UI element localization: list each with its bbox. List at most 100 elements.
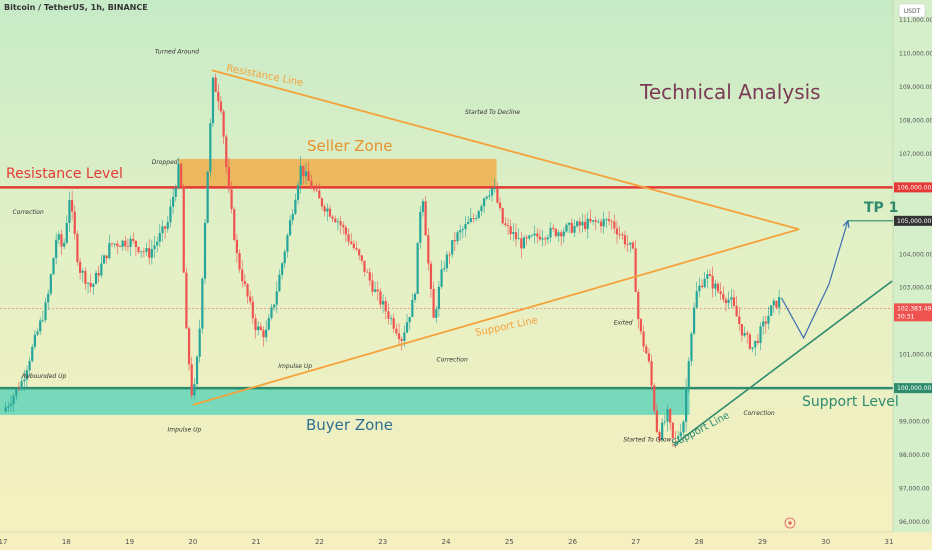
candle-body bbox=[320, 198, 324, 207]
candle-body bbox=[727, 299, 730, 303]
candle-body bbox=[132, 238, 135, 241]
candle-body bbox=[73, 211, 76, 234]
candle-body bbox=[235, 239, 239, 254]
candle-body bbox=[469, 217, 472, 222]
candle-body bbox=[60, 234, 63, 247]
date-tick-label: 22 bbox=[315, 538, 324, 546]
candle-body bbox=[671, 422, 674, 439]
price-tick-label: 103,000.00 bbox=[899, 285, 932, 292]
resistance-level-label: Resistance Level bbox=[6, 166, 123, 182]
candle-body bbox=[238, 253, 241, 270]
candle-body bbox=[778, 297, 781, 308]
currency-button-label: USDT bbox=[904, 8, 921, 15]
annotation-label: Impulse Up bbox=[278, 363, 312, 370]
annotation-label: Rebounded Up bbox=[22, 373, 67, 380]
candle-body bbox=[291, 213, 294, 221]
candle-body bbox=[560, 232, 563, 237]
candle-body bbox=[267, 318, 270, 330]
price-tick-label: 101,000.00 bbox=[899, 352, 932, 359]
candle-body bbox=[767, 315, 770, 324]
candle-body bbox=[448, 254, 451, 256]
candle-body bbox=[732, 297, 736, 306]
candle-body bbox=[280, 263, 284, 275]
candle-body bbox=[241, 269, 244, 282]
candle-body bbox=[23, 379, 26, 382]
candle-body bbox=[528, 235, 531, 239]
time-axis[interactable] bbox=[0, 532, 932, 550]
candle-body bbox=[416, 242, 419, 294]
candle-body bbox=[355, 248, 358, 250]
candle-body bbox=[477, 211, 480, 219]
trendline-1 bbox=[211, 69, 800, 231]
annotation-label: Correction bbox=[743, 410, 774, 417]
candle-body bbox=[685, 387, 688, 422]
candle-body bbox=[25, 370, 29, 380]
candle-body bbox=[653, 385, 656, 411]
annotations: Rebounded Up Correction Dropped Turned Arou… bbox=[12, 49, 774, 444]
candle-body bbox=[153, 245, 156, 250]
candle-body bbox=[381, 301, 385, 305]
candle-body bbox=[126, 246, 130, 248]
candle-body bbox=[222, 111, 225, 137]
candle-body bbox=[427, 235, 430, 264]
candle-body bbox=[246, 284, 249, 297]
currency-button[interactable]: USDT bbox=[898, 3, 926, 18]
candle-body bbox=[711, 275, 714, 289]
candle-body bbox=[84, 270, 87, 284]
candle-body bbox=[65, 222, 68, 243]
candle-body bbox=[772, 300, 775, 306]
candle-body bbox=[751, 347, 754, 349]
candle-body bbox=[703, 278, 706, 288]
candle-body bbox=[366, 271, 369, 273]
candle-body bbox=[270, 307, 273, 319]
candle-body bbox=[520, 238, 523, 249]
candlestick-series bbox=[4, 73, 781, 449]
candle-body bbox=[371, 280, 374, 292]
candle-body bbox=[278, 274, 281, 292]
candle-body bbox=[230, 189, 233, 210]
candle-body bbox=[12, 395, 15, 404]
candle-body bbox=[129, 238, 132, 247]
candle-body bbox=[193, 384, 196, 396]
candle-body bbox=[698, 285, 701, 292]
candle-body bbox=[607, 219, 611, 221]
candle-body bbox=[17, 388, 21, 390]
candle-body bbox=[589, 218, 592, 222]
candle-body bbox=[219, 101, 223, 112]
candle-body bbox=[634, 248, 637, 293]
date-tick-label: 31 bbox=[885, 538, 894, 546]
symbol-label: Bitcoin / TetherUS, 1h, BINANCE bbox=[4, 3, 148, 12]
candle-body bbox=[57, 234, 60, 240]
candle-body bbox=[158, 233, 161, 242]
candle-body bbox=[392, 318, 395, 329]
candle-body bbox=[376, 289, 379, 292]
candle-body bbox=[674, 438, 677, 439]
price-axis[interactable] bbox=[893, 0, 932, 550]
candle-body bbox=[735, 305, 738, 317]
candle-body bbox=[275, 291, 278, 305]
candle-body bbox=[754, 340, 757, 348]
candle-body bbox=[4, 407, 7, 412]
candle-body bbox=[459, 230, 462, 233]
price-label-subtext: 30:31 bbox=[897, 313, 914, 320]
candle-body bbox=[775, 300, 778, 308]
candle-body bbox=[501, 208, 504, 224]
candle-body bbox=[217, 91, 220, 102]
candle-body bbox=[97, 272, 100, 276]
candle-body bbox=[124, 240, 127, 247]
candle-body bbox=[174, 188, 177, 197]
price-tick-label: 110,000.00 bbox=[899, 51, 932, 58]
support-level-label: Support Level bbox=[802, 394, 899, 410]
candle-body bbox=[206, 171, 209, 223]
candle-body bbox=[350, 241, 353, 244]
candle-body bbox=[666, 409, 669, 422]
price-label-box bbox=[894, 215, 932, 226]
candle-body bbox=[273, 304, 276, 308]
candle-body bbox=[9, 403, 13, 407]
candle-body bbox=[480, 206, 483, 212]
candle-body bbox=[432, 288, 435, 318]
date-tick-label: 26 bbox=[568, 538, 577, 546]
candle-body bbox=[389, 318, 393, 320]
